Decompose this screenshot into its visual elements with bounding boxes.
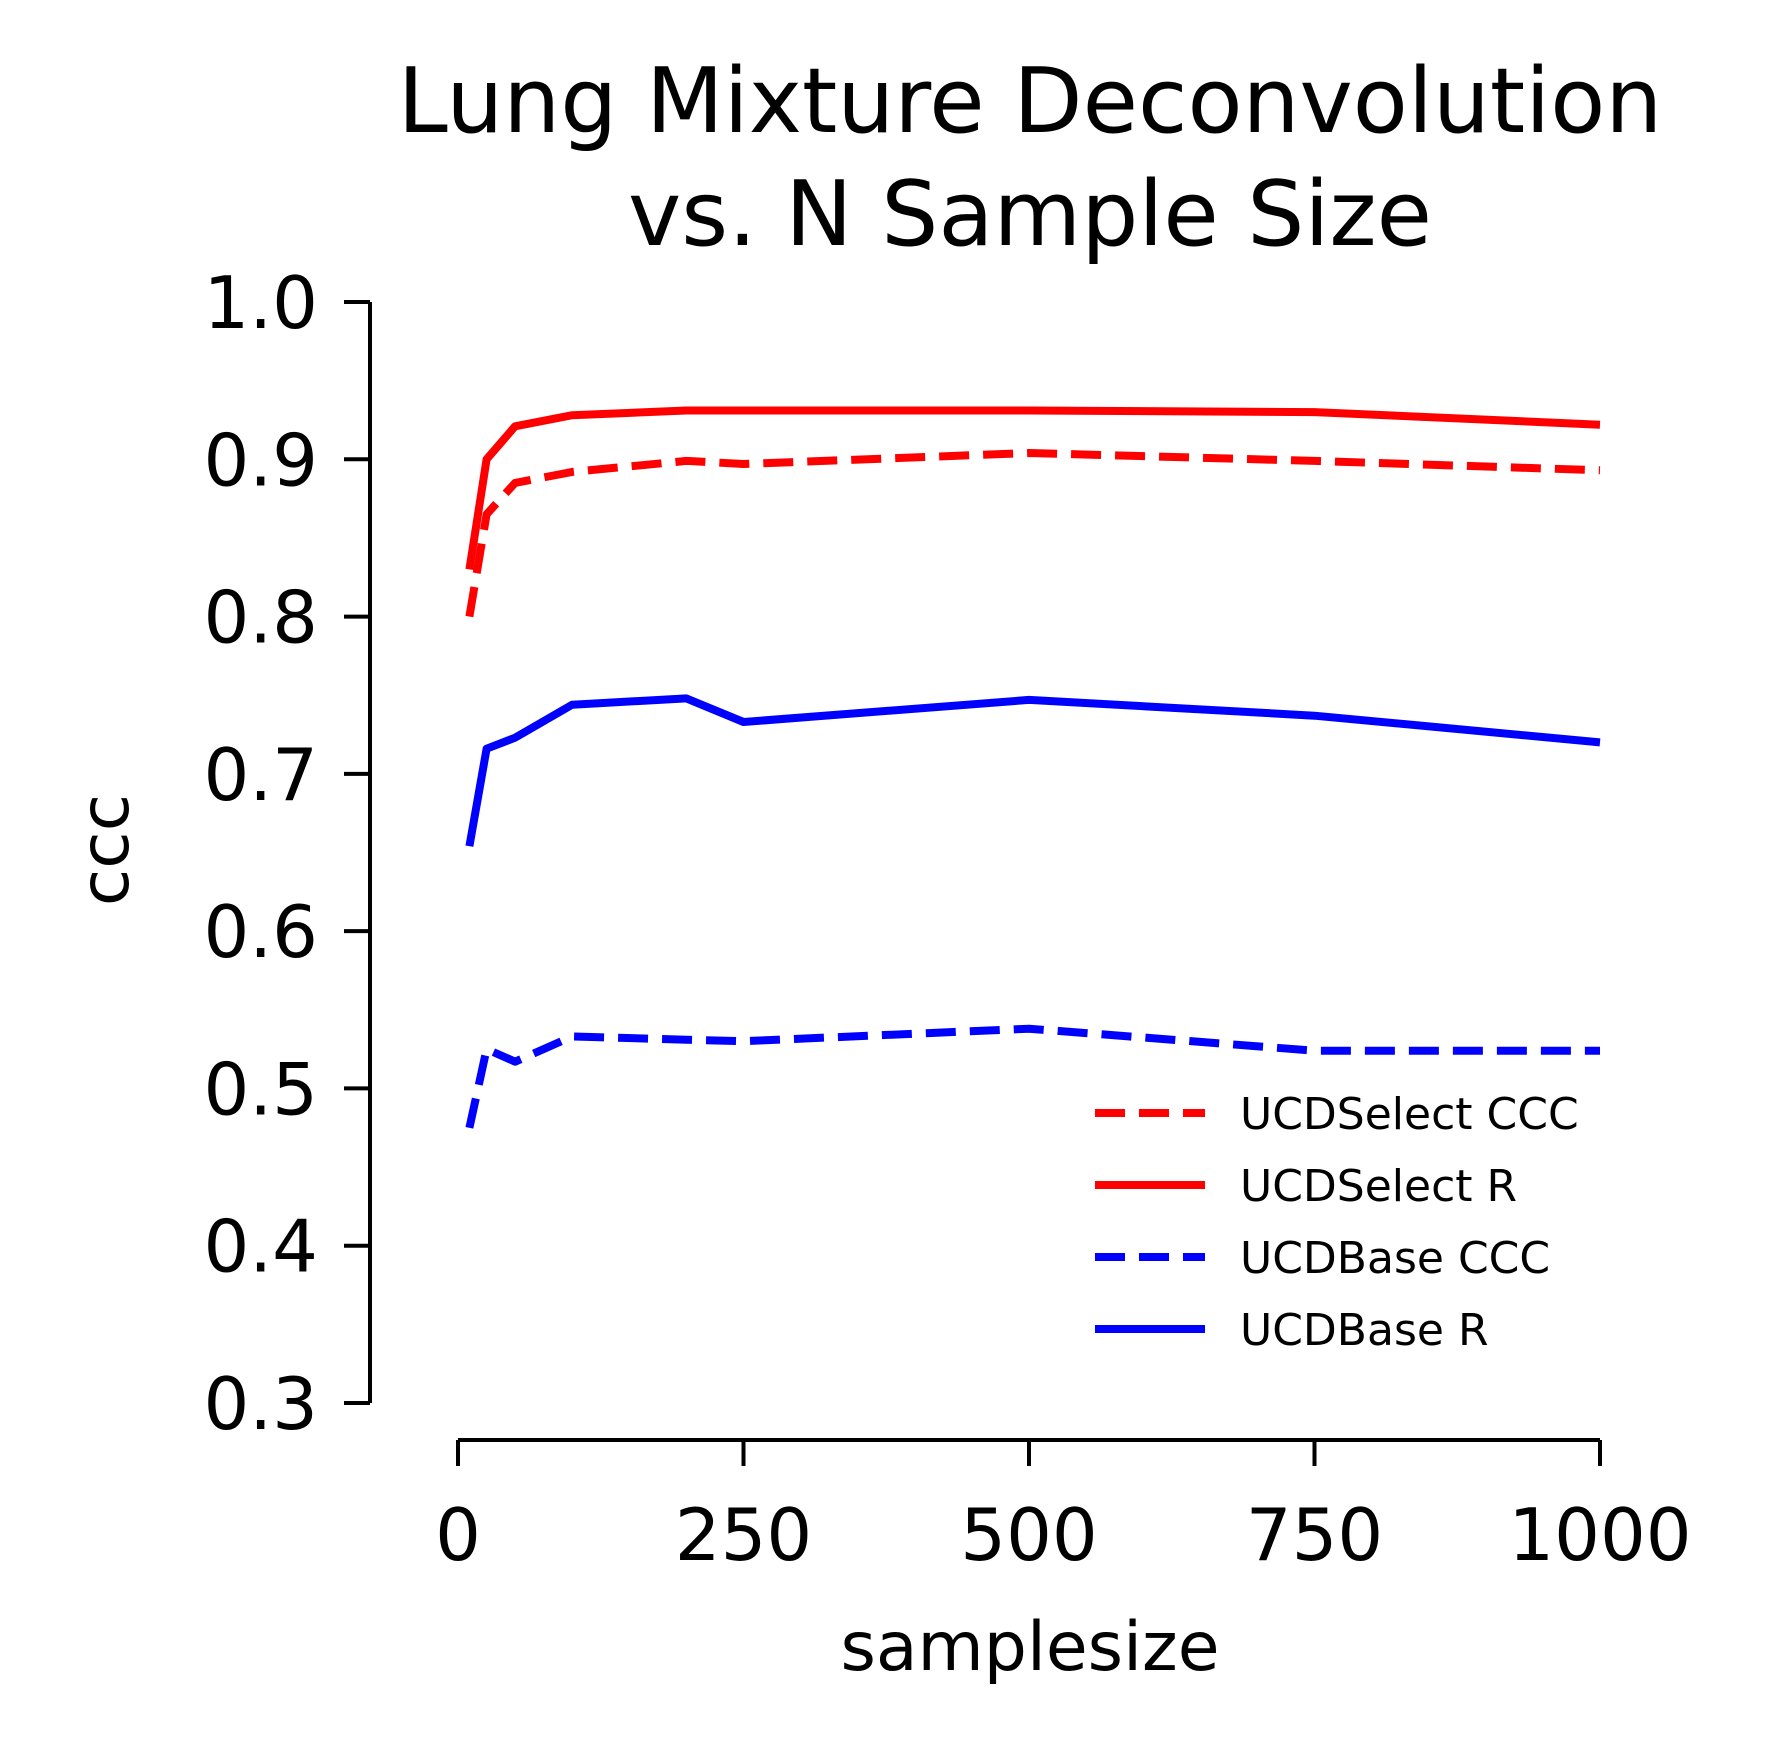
y-tick-label: 0.3	[203, 1362, 318, 1446]
x-tick-label: 1000	[1508, 1493, 1691, 1577]
chart-title-line-2: vs. N Sample Size	[628, 162, 1432, 267]
chart-title-line-1: Lung Mixture Deconvolution	[398, 49, 1663, 154]
y-tick-label: 1.0	[203, 261, 318, 345]
x-axis-label: samplesize	[840, 1608, 1219, 1687]
x-tick-label: 500	[960, 1493, 1097, 1577]
y-axis-label: ccc	[66, 794, 145, 906]
y-tick-label: 0.8	[203, 576, 318, 660]
series-line-ucdselect-ccc	[465, 449, 1601, 618]
y-tick-label: 0.6	[203, 890, 318, 974]
x-axis: 0 250 500 750 1000	[435, 1438, 1692, 1577]
legend-label: UCDSelect CCC	[1240, 1089, 1579, 1140]
x-tick-label: 250	[675, 1493, 812, 1577]
y-tick-label: 0.7	[203, 733, 318, 817]
y-axis: 0.3 0.4 0.5 0.6 0.7 0.8 0.9 1.0	[203, 261, 372, 1446]
plot-area	[465, 406, 1601, 1129]
legend-label: UCDBase R	[1240, 1305, 1489, 1356]
series-line-ucdbase-ccc	[465, 1024, 1600, 1129]
y-tick-label: 0.4	[203, 1205, 318, 1289]
legend-label: UCDBase CCC	[1240, 1233, 1550, 1284]
legend: UCDSelect CCC UCDSelect R UCDBase CCC UCDBa…	[1095, 1089, 1579, 1356]
y-tick-label: 0.9	[203, 418, 318, 502]
y-tick-label: 0.5	[203, 1047, 318, 1131]
series-line-ucdselect-r	[465, 406, 1601, 571]
x-tick-label: 0	[435, 1493, 481, 1577]
series-line-ucdbase-r	[465, 694, 1601, 847]
legend-label: UCDSelect R	[1240, 1161, 1517, 1212]
x-tick-label: 750	[1246, 1493, 1383, 1577]
